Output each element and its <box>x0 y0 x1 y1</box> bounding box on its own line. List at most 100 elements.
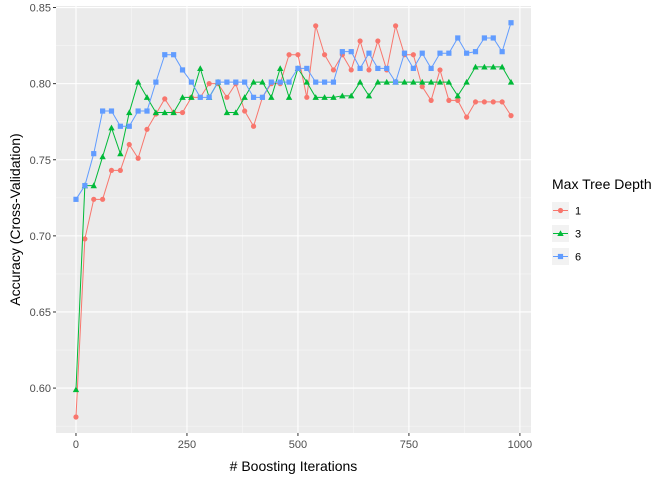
series-1-point <box>162 96 168 102</box>
series-6-point <box>73 196 79 202</box>
legend-title: Max Tree Depth <box>552 176 652 192</box>
legend-label: 6 <box>575 252 581 264</box>
series-6-point <box>91 151 97 157</box>
series-3-point <box>161 109 168 116</box>
series-1-point <box>437 67 443 73</box>
series-6-point <box>126 123 132 129</box>
series-3-point <box>339 92 346 99</box>
series-3-point <box>321 94 328 100</box>
series-1-point <box>321 52 328 58</box>
series-3-point <box>436 78 444 85</box>
series-6-point <box>339 49 345 55</box>
series-3-point <box>498 63 506 70</box>
series-3-point <box>232 109 239 116</box>
series-3-point <box>481 63 488 70</box>
series-6-point <box>446 50 452 56</box>
series-6-point <box>171 52 177 58</box>
legend-item-3: 3 <box>552 225 581 242</box>
series-3-point <box>427 78 435 85</box>
series-3-point <box>401 78 408 85</box>
series-6-point <box>472 49 479 55</box>
series-1-point <box>250 123 257 129</box>
series-3-point <box>143 94 151 100</box>
series-1-point <box>304 94 310 100</box>
series-6-point <box>481 35 487 41</box>
series-6-point <box>268 79 274 85</box>
series-1-point <box>419 84 425 90</box>
x-tick-label: 250 <box>178 439 196 451</box>
series-1-point <box>73 414 79 420</box>
series-6-point <box>117 123 123 129</box>
series-6-point <box>250 94 257 100</box>
series-3-point <box>72 386 80 393</box>
x-tick-label: 1000 <box>508 439 532 451</box>
series-1-point <box>82 236 88 242</box>
series-3-point <box>152 109 160 116</box>
series-3-point <box>126 109 133 116</box>
series-1-point <box>428 97 434 103</box>
series-6-point <box>242 79 248 85</box>
series-3-point <box>410 78 417 85</box>
series-3-point <box>117 150 124 157</box>
series-6-point <box>153 79 159 85</box>
y-tick-label: 0.65 <box>30 307 51 319</box>
series-6-point <box>197 94 203 100</box>
series-3-point <box>241 94 248 100</box>
series-1-point <box>508 113 514 119</box>
series-3-point <box>454 92 461 99</box>
series-6-point <box>464 50 470 56</box>
series-6-point <box>188 79 194 85</box>
series-6-point <box>410 65 416 72</box>
series-3-point <box>374 78 382 85</box>
series-6-point <box>215 79 221 85</box>
x-tick-label: 750 <box>400 439 418 451</box>
series-1-point <box>295 52 301 58</box>
series-3-point <box>303 78 311 85</box>
series-3-point <box>134 78 142 85</box>
series-6-point <box>508 20 514 26</box>
series-6-point <box>108 108 115 114</box>
series-1-point <box>446 97 452 103</box>
series-1-point <box>366 67 372 73</box>
series-1-point <box>410 52 416 58</box>
series-1-point <box>357 38 363 44</box>
series-6-point <box>259 94 266 100</box>
series-1-point <box>499 99 505 105</box>
series-3-point <box>170 109 177 116</box>
series-1-point <box>179 109 186 116</box>
series-6-point <box>321 79 328 85</box>
series-1 <box>73 23 514 420</box>
series-3-point <box>445 78 453 85</box>
series-3-point <box>259 78 266 85</box>
series-6-point <box>82 183 88 189</box>
series-6-point <box>286 79 292 85</box>
series-1-point <box>286 52 292 58</box>
series-6-point <box>357 65 363 72</box>
series-6-point <box>348 49 354 55</box>
series-1-point <box>100 196 106 202</box>
series-3-point <box>419 78 426 85</box>
y-tick-label: 0.85 <box>30 3 51 15</box>
y-tick-label: 0.75 <box>30 155 51 167</box>
series-1-point <box>375 38 381 44</box>
series-3-point <box>188 94 195 100</box>
series-6-point <box>393 79 399 85</box>
series-1-point <box>472 99 479 105</box>
series-6-point <box>499 49 505 55</box>
series-1-point <box>455 97 461 103</box>
major-gridlines <box>56 6 531 433</box>
series-3-point <box>472 63 479 70</box>
series-3-point <box>507 78 515 85</box>
series-6-point <box>401 50 408 56</box>
series-1-point <box>224 94 230 100</box>
series-6-point <box>490 35 496 41</box>
series-1-point <box>91 196 97 202</box>
series-1-point <box>242 108 248 114</box>
series-1-point <box>313 23 319 29</box>
series-1-line <box>75 25 512 418</box>
x-axis: 0 250 500 750 1000 <box>73 433 532 451</box>
series-6-point <box>179 67 186 73</box>
series-3-point <box>197 65 204 71</box>
